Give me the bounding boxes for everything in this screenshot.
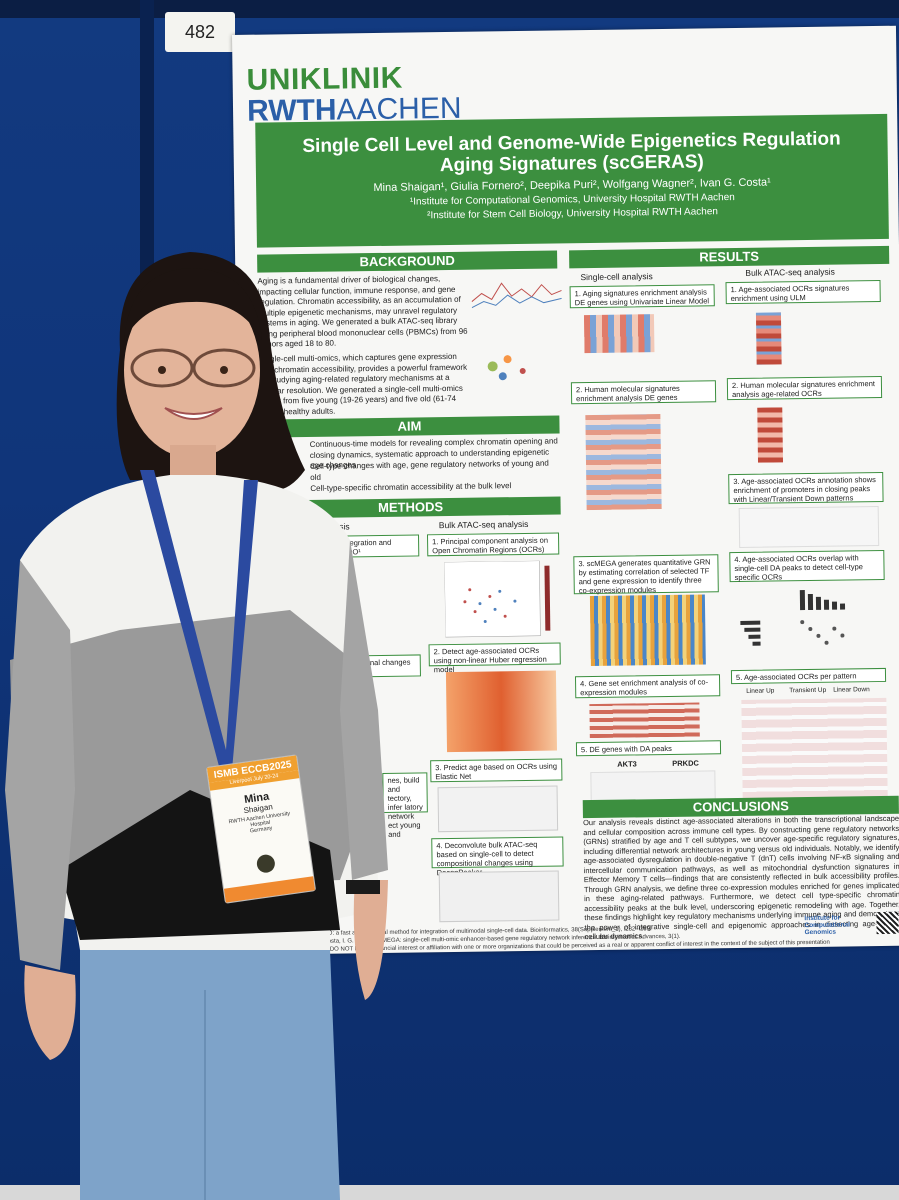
methods-panel-4: 4. Deconvolute bulk ATAC-seq based on si… — [431, 836, 564, 877]
results-right-panel-4: 4. Age-associated OCRs overlap with sing… — [729, 549, 885, 583]
results-right-subtitle: Bulk ATAC-seq analysis — [745, 266, 835, 278]
results-left-panel-4: 4. Gene set enrichment analysis of co-ex… — [574, 674, 721, 699]
co-expression-heatmap — [589, 594, 706, 667]
jeans — [80, 950, 340, 1200]
booth-number-card: 482 — [165, 12, 235, 52]
pca-scatter-plot — [444, 560, 551, 638]
results-left-panel-2: 2. Human molecular signatures enrichment… — [570, 380, 717, 405]
right-hand — [353, 880, 388, 1000]
lanyard — [140, 470, 258, 770]
board-top-edge — [0, 0, 899, 18]
results-right-panel-5: 5. Age-associated OCRs per pattern — [730, 667, 887, 685]
pattern-linear-down: Linear Down — [833, 686, 870, 694]
huber-regression-heatmap — [445, 670, 558, 753]
smile — [164, 407, 223, 420]
deconpeaker-plot — [438, 870, 560, 923]
ocr-pattern-tracks — [741, 697, 888, 800]
gene-label-prkdc: PRKDC — [672, 758, 699, 768]
molecular-signature-heatmap — [585, 414, 662, 511]
elastic-net-plot — [437, 785, 559, 833]
poster-title: Single Cell Level and Genome-Wide Epigen… — [302, 128, 841, 177]
results-left-subtitle: Single-cell analysis — [580, 271, 653, 283]
methods-panel-2: 2. Detect age-associated OCRs using non-… — [428, 642, 561, 674]
glasses-icon — [130, 348, 194, 388]
gene-set-heatmap — [589, 702, 700, 739]
methods-panel-1: 1. Principal component analysis on Open … — [426, 532, 560, 557]
section-results: RESULTS — [569, 245, 890, 269]
ocr-annotation-plot — [738, 506, 880, 548]
ocr-molecular-heatmap — [757, 407, 784, 463]
background-figure — [471, 282, 562, 381]
booth-number: 482 — [184, 21, 216, 42]
pattern-transient-up: Transient Up — [789, 686, 827, 695]
name-badge: ISMB ECCB2025 Liverpool July 20-24 Mina … — [205, 754, 317, 904]
university-logo: UNIKLINIK RWTHAACHEN — [246, 61, 462, 128]
aging-signature-heatmap — [583, 314, 655, 354]
qr-code — [876, 911, 899, 935]
watch-icon — [346, 880, 380, 894]
upset-plot — [740, 590, 846, 646]
left-hand — [24, 965, 76, 1060]
results-right-panel-3: 3. Age-associated OCRs annotation shows … — [728, 471, 884, 505]
results-right-panel-1: 1. Age-associated OCRs signatures enrich… — [725, 279, 881, 305]
results-left-panel-1: 1. Aging signatures enrichment analysis … — [569, 284, 715, 309]
presenter-person — [5, 252, 388, 1200]
methods-right-subtitle: Bulk ATAC-seq analysis — [438, 518, 529, 531]
pattern-linear-up: Linear Up — [746, 687, 775, 695]
results-left-panel-3: 3. scMEGA generates quantitative GRN by … — [573, 554, 719, 595]
research-poster: UNIKLINIK RWTHAACHEN Single Cell Level a… — [232, 25, 899, 955]
ocr-signature-heatmap — [755, 312, 782, 365]
results-left-panel-5: 5. DE genes with DA peaks — [575, 740, 722, 757]
poster-title-band: Single Cell Level and Genome-Wide Epigen… — [255, 113, 889, 248]
gene-label-akt3: AKT3 — [617, 759, 637, 769]
results-right-panel-2: 2. Human molecular signatures enrichment… — [726, 375, 883, 401]
badge-seal-icon — [255, 853, 277, 874]
methods-panel-3: 3. Predict age based on OCRs using Elast… — [430, 758, 563, 783]
